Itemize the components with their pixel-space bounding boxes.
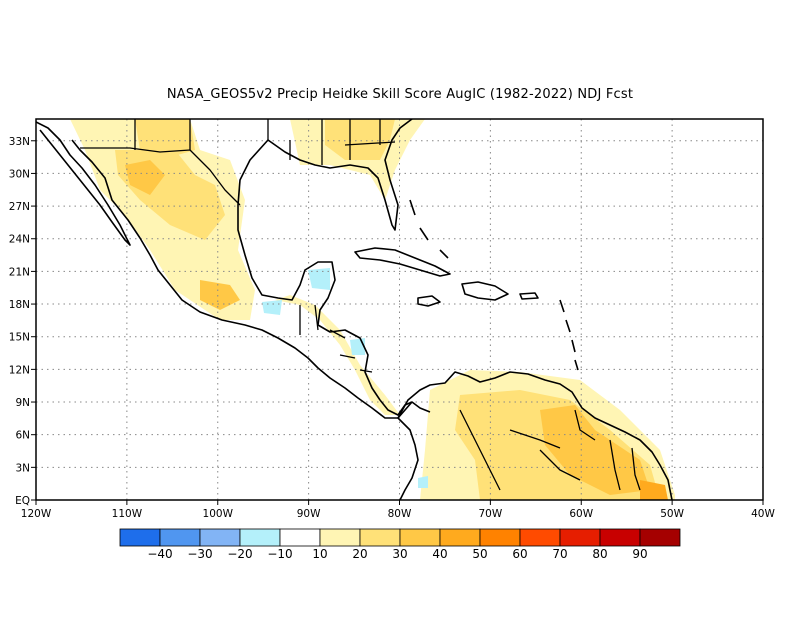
y-axis: EQ 3N 6N 9N 12N 15N 18N 21N 24N 27N 30N 33N xyxy=(9,136,36,507)
colorbar-label: −30 xyxy=(187,547,212,561)
colorbar-label: 10 xyxy=(312,547,327,561)
colorbar-swatch xyxy=(439,528,481,547)
coast-baja xyxy=(36,121,131,246)
colorbar-swatch xyxy=(559,528,601,547)
x-tick-label: 100W xyxy=(203,508,234,520)
x-tick-label: 110W xyxy=(112,508,143,520)
x-tick-label: 70W xyxy=(479,508,503,520)
shade-honduras-blue xyxy=(350,338,365,355)
shade-central-america xyxy=(275,295,400,415)
border-south-america xyxy=(459,409,641,491)
coastlines xyxy=(36,119,673,500)
x-tick-label: 80W xyxy=(388,508,412,520)
y-tick-label: 21N xyxy=(9,266,30,278)
colorbar-label: 40 xyxy=(432,547,447,561)
border-central-america xyxy=(299,304,373,373)
colorbar-swatch xyxy=(519,528,561,547)
colorbar-label: 80 xyxy=(592,547,607,561)
shade-mexico-south xyxy=(200,280,240,310)
shade-mexico-dark xyxy=(125,160,165,195)
colorbar-swatch xyxy=(399,528,441,547)
colorbar-swatch xyxy=(119,528,161,547)
shade-sa-blue xyxy=(418,476,428,488)
colorbar-swatch xyxy=(599,528,641,547)
colorbar-swatch xyxy=(479,528,521,547)
y-tick-label: EQ xyxy=(15,495,30,507)
colorbar-label: −10 xyxy=(267,547,292,561)
chart-title: NASA_GEOS5v2 Precip Heidke Skill Score A… xyxy=(166,87,634,102)
y-tick-label: 9N xyxy=(15,397,30,409)
y-tick-label: 3N xyxy=(15,462,30,474)
colorbar-swatch xyxy=(319,528,361,547)
coast-jamaica xyxy=(417,295,441,307)
shade-yucatan-blue xyxy=(308,268,330,290)
coast-us-gulf xyxy=(267,119,413,231)
colorbar-swatch xyxy=(279,528,321,547)
coast-panama xyxy=(379,399,431,416)
graticule xyxy=(36,119,763,500)
shade-us-southeast-core xyxy=(325,119,395,160)
colorbar-swatch xyxy=(239,528,281,547)
colorbar-label: 70 xyxy=(552,547,567,561)
colorbar-swatch xyxy=(639,528,681,547)
colorbar-label: 60 xyxy=(512,547,527,561)
colorbar-swatch xyxy=(359,528,401,547)
coast-cuba xyxy=(354,247,451,277)
y-tick-label: 27N xyxy=(9,201,30,213)
y-tick-label: 24N xyxy=(9,234,30,246)
border-us-states xyxy=(134,119,396,165)
skill-shading xyxy=(70,119,675,500)
colorbar-label: −20 xyxy=(227,547,252,561)
y-tick-label: 18N xyxy=(9,299,30,311)
coast-gulf xyxy=(237,139,381,401)
coast-mexico-pacific xyxy=(71,139,413,419)
shade-us-central xyxy=(135,119,195,160)
colorbar-swatch xyxy=(159,528,201,547)
y-tick-label: 15N xyxy=(9,332,30,344)
shade-gulf-blue xyxy=(262,300,282,315)
y-tick-label: 12N xyxy=(9,364,30,376)
y-tick-label: 6N xyxy=(15,430,30,442)
coast-hispaniola xyxy=(461,281,509,301)
colorbar-label: 50 xyxy=(472,547,487,561)
coast-antilles xyxy=(559,299,579,371)
x-axis: 120W 110W 100W 90W 80W 70W 60W 50W 40W xyxy=(21,500,775,520)
colorbar-label: 20 xyxy=(352,547,367,561)
y-tick-label: 33N xyxy=(9,136,30,148)
coast-sa-west xyxy=(397,417,419,500)
coast-puerto-rico xyxy=(519,292,539,300)
coast-bahamas xyxy=(409,199,449,259)
x-tick-label: 60W xyxy=(569,508,593,520)
coast-south-america xyxy=(397,371,673,500)
colorbar-label: 90 xyxy=(632,547,647,561)
colorbar-swatch xyxy=(199,528,241,547)
colorbar-label: −40 xyxy=(147,547,172,561)
x-tick-label: 90W xyxy=(297,508,321,520)
y-tick-label: 30N xyxy=(9,168,30,180)
x-tick-label: 120W xyxy=(21,508,52,520)
colorbar-label: 30 xyxy=(392,547,407,561)
x-tick-label: 50W xyxy=(660,508,684,520)
x-tick-label: 40W xyxy=(751,508,775,520)
shade-sa-orange xyxy=(640,480,668,500)
shade-sa-dark xyxy=(540,405,650,495)
colorbar: −40 −30 −20 −10 10 20 30 40 50 60 70 80 90 xyxy=(119,528,681,561)
